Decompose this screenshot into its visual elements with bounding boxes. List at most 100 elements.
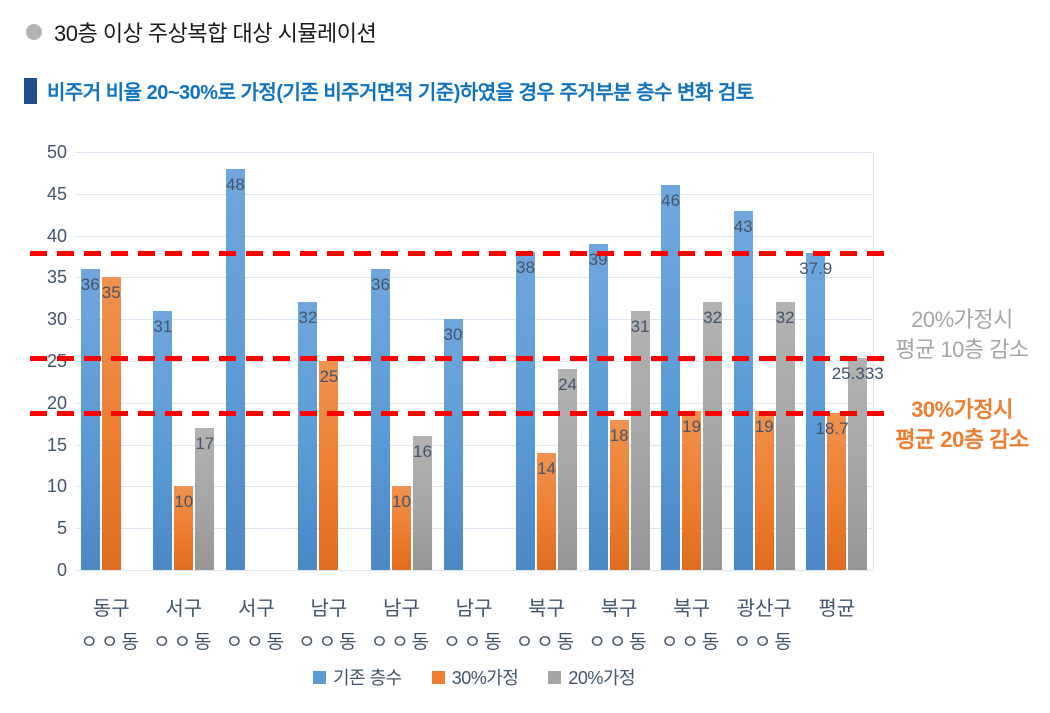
y-gridline — [75, 235, 873, 237]
x-axis-sub-label: ㅇㅇ동 — [298, 632, 360, 653]
bar-value-label: 43 — [733, 216, 753, 236]
bar-value-label: 31 — [153, 316, 173, 336]
bar-20%가정-서구[interactable] — [195, 427, 215, 570]
bar-20%가정-남구[interactable] — [412, 436, 432, 570]
legend-item-기존 층수[interactable]: 기존 층수 — [312, 664, 402, 690]
section-title: 비주거 비율 20~30%로 가정(기존 비주거면적 기준)하였을 경우 주거부… — [47, 82, 754, 104]
bar-value-label: 10 — [174, 492, 194, 512]
annotation-20pct: 20%가정시 평균 10층 감소 — [895, 307, 1029, 363]
y-axis-tick-label: 5 — [56, 518, 67, 539]
bar-30%가정-서구[interactable] — [174, 486, 194, 570]
bar-20%가정-북구[interactable] — [558, 369, 578, 570]
legend-item-30%가정[interactable]: 30%가정 — [431, 664, 519, 690]
annotation-30pct: 30%가정시 평균 20층 감소 — [895, 397, 1029, 453]
bar-기존 층수-서구[interactable] — [225, 168, 245, 570]
y-axis-tick-label: 25 — [46, 351, 67, 371]
y-gridline — [75, 193, 873, 195]
bar-30%가정-광산구[interactable] — [754, 411, 774, 570]
bar-20%가정-북구[interactable] — [630, 310, 650, 570]
bar-value-label: 35 — [101, 283, 121, 303]
bar-30%가정-북구[interactable] — [609, 419, 629, 570]
y-gridline — [75, 277, 873, 279]
x-axis-category-label: 남구 — [383, 598, 420, 620]
x-axis-sub-label: ㅇㅇ동 — [515, 632, 578, 653]
plot-right-border — [873, 152, 874, 570]
bar-기존 층수-남구[interactable] — [443, 319, 463, 570]
bar-30%가정-북구[interactable] — [682, 411, 702, 570]
x-axis-category-label: 광산구 — [736, 598, 792, 620]
bar-value-label: 46 — [661, 191, 681, 211]
bar-value-label: 18 — [609, 425, 629, 445]
bar-30%가정-남구[interactable] — [391, 486, 411, 570]
bar-value-label: 38 — [516, 258, 535, 278]
y-axis-tick-label: 50 — [46, 142, 67, 162]
legend-item-20%가정[interactable]: 20%가정 — [548, 664, 636, 690]
bar-기존 층수-동구[interactable] — [80, 269, 100, 570]
bar-20%가정-북구[interactable] — [703, 302, 723, 570]
reference-line-18.75 — [30, 410, 893, 416]
x-axis-category-label: 서구 — [237, 598, 275, 620]
bar-기존 층수-서구[interactable] — [153, 310, 173, 570]
bar-value-label: 30 — [443, 325, 463, 345]
page-title: 30층 이상 주상복합 대상 시뮬레이션 — [54, 21, 377, 46]
legend-swatch-icon — [548, 670, 562, 684]
legend-label: 20%가정 — [568, 668, 636, 688]
y-gridline — [75, 570, 873, 571]
x-axis-sub-label: ㅇㅇ동 — [588, 632, 650, 653]
bar-기존 층수-남구[interactable] — [298, 302, 318, 570]
x-axis-sub-label: ㅇㅇ동 — [443, 632, 505, 653]
bar-value-label: 25.333 — [831, 364, 884, 384]
bar-value-label: 17 — [195, 433, 215, 453]
legend-label: 30%가정 — [451, 668, 519, 688]
bar-기존 층수-북구[interactable] — [661, 185, 681, 570]
legend-swatch-icon — [312, 670, 326, 684]
bar-20%가정-광산구[interactable] — [775, 302, 795, 570]
bar-value-label: 37.9 — [799, 259, 833, 279]
bar-value-label: 19 — [682, 417, 702, 437]
x-axis-sub-label: ㅇㅇ동 — [225, 632, 288, 653]
y-gridline — [75, 528, 873, 530]
y-gridline — [75, 319, 873, 321]
x-axis-category-label: 남구 — [310, 598, 348, 620]
bar-30%가정-평균[interactable] — [827, 413, 847, 570]
bar-30%가정-동구[interactable] — [101, 277, 121, 570]
y-axis-tick-label: 15 — [46, 434, 67, 455]
page-title-row: 30층 이상 주상복합 대상 시뮬레이션 — [26, 16, 377, 48]
bar-value-label: 14 — [537, 458, 556, 478]
bar-20%가정-평균[interactable] — [848, 358, 868, 570]
x-axis-sub-label: ㅇㅇ동 — [370, 632, 433, 653]
reference-line-25.333 — [30, 355, 893, 361]
y-axis-tick-label: 20 — [46, 392, 67, 413]
bar-기존 층수-남구[interactable] — [370, 269, 390, 570]
bar-value-label: 31 — [630, 316, 650, 336]
x-axis-sub-label: ㅇㅇ동 — [660, 632, 723, 653]
y-gridline — [75, 402, 873, 404]
bar-value-label: 32 — [775, 308, 795, 328]
bar-기존 층수-광산구[interactable] — [733, 210, 753, 570]
x-axis-category-label: 평균 — [818, 598, 856, 620]
bar-30%가정-남구[interactable] — [319, 361, 339, 570]
y-axis-tick-label: 0 — [56, 560, 67, 580]
bar-value-label: 10 — [391, 492, 411, 512]
x-axis-category-label: 남구 — [455, 598, 493, 620]
bar-value-label: 48 — [225, 174, 245, 194]
bar-value-label: 25 — [319, 367, 339, 386]
legend-swatch-icon — [431, 670, 445, 684]
bar-value-label: 32 — [298, 308, 318, 328]
y-axis-tick-label: 10 — [46, 476, 67, 497]
y-gridline — [75, 152, 873, 153]
legend-label: 기존 층수 — [332, 668, 402, 688]
bar-30%가정-북구[interactable] — [537, 452, 557, 570]
x-axis-category-label: 동구 — [92, 598, 130, 620]
section-title-row: 비주거 비율 20~30%로 가정(기존 비주거면적 기준)하였을 경우 주거부… — [24, 76, 754, 105]
bar-chart: 0 5 10 15 20 25 30 35 40 45 50 36 31 48 32 36 30 38 39 46 43… — [0, 140, 1050, 713]
circle-bullet-icon — [26, 24, 42, 40]
y-gridline — [75, 486, 873, 488]
x-axis-category-label: 서구 — [165, 598, 203, 620]
bar-value-label: 36 — [370, 275, 390, 295]
bar-value-label: 32 — [703, 308, 723, 328]
x-axis-sub-label: ㅇㅇ동 — [80, 632, 142, 653]
x-axis-category-label: 북구 — [528, 598, 565, 620]
bar-기존 층수-북구[interactable] — [588, 243, 608, 570]
